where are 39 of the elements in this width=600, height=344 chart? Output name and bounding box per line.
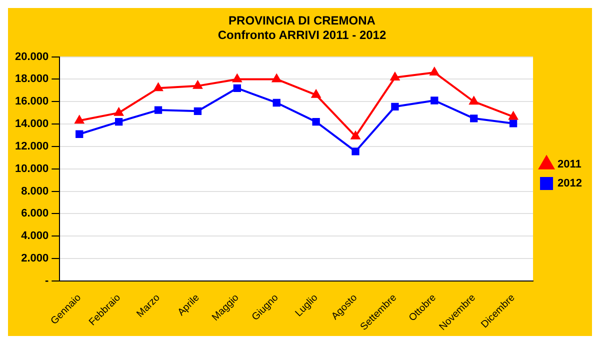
text: PROVINCIA DI CREMONA (228, 14, 376, 28)
y-tick-label: - (44, 274, 49, 287)
legend-label: 2011 (558, 158, 582, 171)
y-tick-label: 8.000 (21, 185, 49, 198)
point (233, 84, 241, 92)
y-tick-label: 20.000 (14, 50, 49, 63)
point (470, 114, 478, 122)
point (352, 148, 360, 156)
point (114, 108, 124, 116)
y-tick-label: 14.000 (14, 118, 49, 130)
point (114, 118, 123, 126)
point (351, 131, 360, 140)
point (154, 83, 163, 92)
point (312, 90, 321, 98)
point (74, 116, 84, 124)
point (76, 130, 84, 138)
point (272, 74, 282, 82)
point (469, 96, 478, 105)
point (390, 72, 400, 81)
y-tick-label: 10.000 (14, 162, 49, 175)
y-tick-label: 18.000 (14, 73, 49, 86)
point (232, 74, 242, 82)
point (509, 120, 518, 128)
point (430, 67, 439, 76)
point (194, 107, 202, 115)
point (312, 118, 320, 126)
point (272, 98, 280, 107)
y-tick-label: 6.000 (21, 208, 49, 220)
y-tick-label: 2.000 (21, 252, 49, 265)
text: Confronto ARRIVI 2011 - 2012 (218, 28, 386, 42)
point (154, 106, 162, 114)
y-tick-label: 4.000 (21, 230, 49, 242)
point (193, 80, 202, 89)
point (508, 112, 518, 120)
point (391, 102, 399, 110)
y-tick-label: 16.000 (14, 96, 49, 108)
y-tick-label: 12.000 (14, 140, 49, 152)
point (430, 96, 438, 104)
legend-label: 2012 (558, 178, 582, 190)
